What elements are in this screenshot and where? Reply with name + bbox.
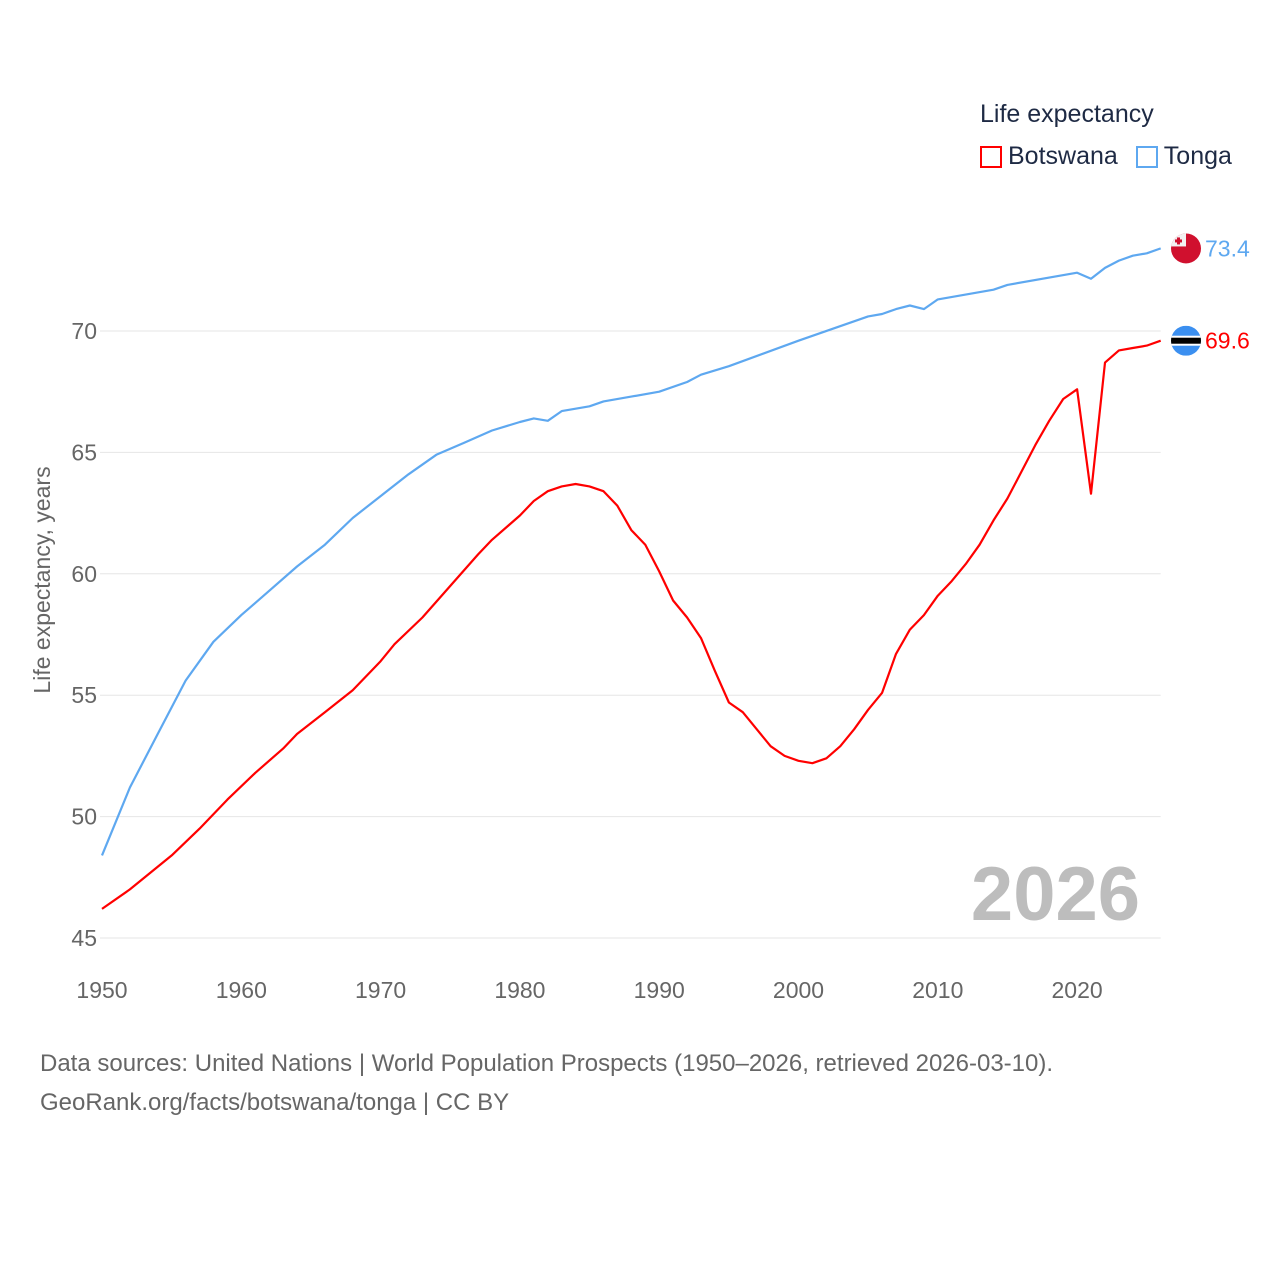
footer: Data sources: United Nations | World Pop…	[40, 1044, 1053, 1122]
legend-label: Botswana	[1008, 142, 1118, 170]
y-tick-label: 60	[71, 561, 97, 587]
data-source: Data sources: United Nations | World Pop…	[40, 1050, 1054, 1077]
legend-item-botswana[interactable]: Botswana	[980, 142, 1118, 171]
x-tick-label: 1960	[216, 977, 267, 1003]
y-axis-label: Life expectancy, years	[29, 466, 55, 693]
x-tick-label: 2000	[773, 977, 824, 1003]
x-tick-label: 2020	[1052, 977, 1103, 1003]
x-tick-label: 1990	[634, 977, 685, 1003]
y-tick-label: 45	[71, 925, 97, 951]
y-tick-label: 65	[71, 439, 97, 465]
botswana-flag-icon	[1171, 325, 1201, 356]
series-line-botswana	[101, 339, 1162, 910]
legend-item-tonga[interactable]: Tonga	[1135, 142, 1232, 171]
x-tick-label: 1950	[76, 977, 127, 1003]
legend-swatch-botswana	[980, 145, 1002, 168]
end-value-label: 73.4	[1205, 235, 1250, 261]
series-line-tonga	[100, 247, 1162, 856]
legend-title: Life expectancy	[980, 100, 1154, 128]
legend-label: Tonga	[1163, 142, 1232, 170]
y-tick-label: 50	[71, 804, 97, 830]
x-tick-label: 2010	[912, 977, 963, 1003]
legend-swatch-tonga	[1135, 145, 1158, 168]
tonga-flag-icon	[1171, 233, 1201, 264]
y-tick-label: 55	[71, 682, 97, 708]
y-tick-label: 70	[71, 318, 97, 344]
x-tick-label: 1970	[355, 977, 406, 1003]
source-link[interactable]: GeoRank.org/facts/botswana/tonga | CC BY	[40, 1089, 510, 1116]
year-watermark: 2026	[971, 852, 1140, 937]
legend: Botswana Tonga	[980, 142, 1232, 171]
x-tick-label: 1980	[494, 977, 545, 1003]
end-value-label: 69.6	[1205, 328, 1250, 354]
